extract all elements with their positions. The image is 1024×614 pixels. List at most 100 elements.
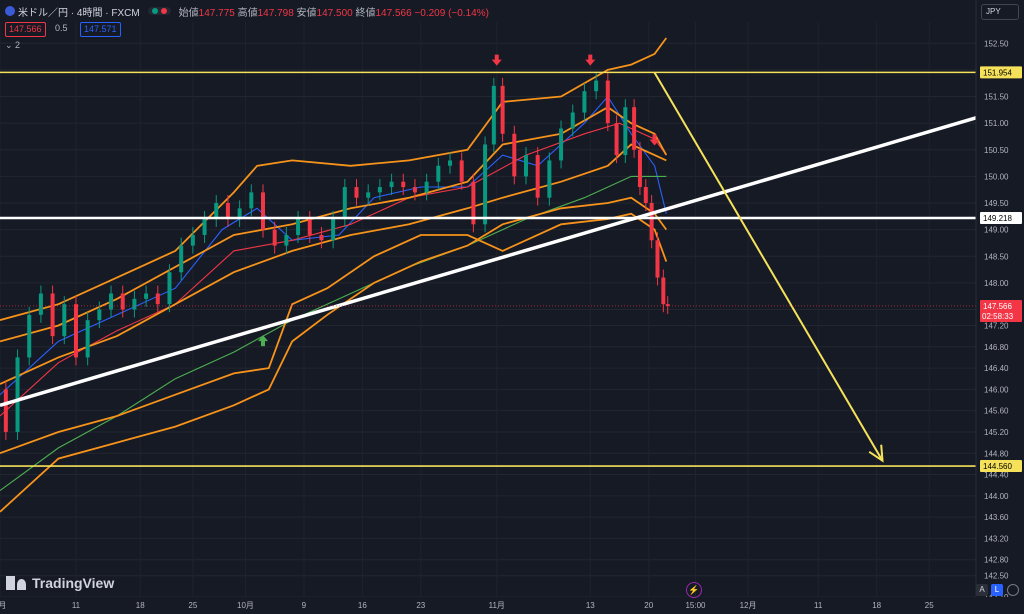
candle-body xyxy=(3,389,8,432)
sell-price-button[interactable]: 147.566 xyxy=(5,22,46,37)
price-tick-label: 152.50 xyxy=(984,39,1009,48)
time-tick-label: 15:00 xyxy=(685,601,706,610)
tradingview-wordmark: TradingView xyxy=(32,575,115,591)
time-tick-label: 9月 xyxy=(0,601,6,610)
level-price-label: 149.218 xyxy=(983,214,1012,223)
price-tick-label: 146.00 xyxy=(984,385,1009,394)
candle-body xyxy=(632,107,637,150)
candle-body xyxy=(62,304,67,337)
time-tick-label: 25 xyxy=(188,601,197,610)
price-tick-label: 144.80 xyxy=(984,449,1009,458)
gear-icon[interactable] xyxy=(1007,584,1019,596)
candle-body xyxy=(38,293,43,315)
price-tick-label: 148.00 xyxy=(984,279,1009,288)
candle-body xyxy=(594,80,599,92)
candle-body xyxy=(389,181,394,188)
lightning-icon[interactable]: ⚡ xyxy=(686,582,702,598)
candle-body xyxy=(491,85,496,145)
candle-body xyxy=(27,314,32,358)
candle-body xyxy=(73,304,78,358)
open-label: 始値 xyxy=(178,7,199,19)
indicator-lines xyxy=(0,37,668,513)
price-tick-label: 147.20 xyxy=(984,321,1009,330)
candle-body xyxy=(307,218,312,235)
ohlc-values: 始値147.775 高値147.798 安値147.500 終値147.566 … xyxy=(179,4,489,19)
candle-body xyxy=(582,91,587,113)
time-tick-label: 13 xyxy=(586,601,595,610)
candle-body xyxy=(155,293,160,305)
price-tick-label: 149.50 xyxy=(984,199,1009,208)
currency-selector[interactable]: JPY xyxy=(981,4,1019,20)
auto-scale-button[interactable]: A xyxy=(976,584,988,596)
legend-header: 米ドル／円 · 4時間 · FXCM 始値147.775 高値147.798 安… xyxy=(0,0,489,22)
price-tick-label: 146.40 xyxy=(984,364,1009,373)
candle-body xyxy=(50,293,55,337)
indicators-toggle[interactable]: ⌄ 2 xyxy=(5,40,21,50)
price-tick-label: 145.20 xyxy=(984,428,1009,437)
close-label: 終値 xyxy=(355,7,376,19)
price-tick-label: 142.50 xyxy=(984,572,1009,581)
market-status-icons[interactable] xyxy=(147,7,171,15)
high-value: 147.798 xyxy=(257,7,294,19)
price-tick-label: 151.00 xyxy=(984,119,1009,128)
candle-body xyxy=(665,304,670,306)
tradingview-logo: TradingView xyxy=(6,575,114,591)
buy-price-button[interactable]: 147.571 xyxy=(80,22,121,37)
signal-markers xyxy=(257,54,660,347)
indicator-line xyxy=(0,37,668,321)
level-price-label: 151.954 xyxy=(983,68,1012,77)
time-tick-label: 23 xyxy=(416,601,425,610)
candle-body xyxy=(366,192,371,198)
buy-signal-arrow-icon xyxy=(257,335,268,347)
time-tick-label: 18 xyxy=(136,601,145,610)
time-tick-label: 20 xyxy=(644,601,653,610)
candle-body xyxy=(120,293,125,310)
time-tick-label: 10月 xyxy=(237,601,254,610)
time-tick-label: 18 xyxy=(872,601,881,610)
time-tick-label: 12月 xyxy=(740,601,757,610)
candle-body xyxy=(655,240,660,278)
usd-jpy-flag-icon xyxy=(5,6,15,16)
symbol-title[interactable]: 米ドル／円 · 4時間 · FXCM xyxy=(18,7,140,19)
price-tick-label: 150.50 xyxy=(984,146,1009,155)
spread-value: 0.5 xyxy=(55,23,68,33)
candle-body xyxy=(144,293,149,299)
candle-body xyxy=(401,181,406,188)
time-tick-label: 11月 xyxy=(489,601,505,610)
candle-body xyxy=(249,192,254,209)
projection-arrowhead xyxy=(868,444,884,463)
time-tick-label: 11 xyxy=(814,601,823,610)
high-label: 高値 xyxy=(237,7,258,19)
candle-body xyxy=(483,144,488,225)
candle-body xyxy=(535,155,540,198)
projection-arrow-line xyxy=(653,72,884,462)
current-price-badge xyxy=(980,299,1022,322)
level-price-badge xyxy=(980,212,1022,225)
log-scale-button[interactable]: L xyxy=(991,584,1003,596)
candle-body xyxy=(559,128,564,161)
price-tick-label: 148.50 xyxy=(984,252,1009,261)
price-series xyxy=(3,72,670,440)
indicator-line xyxy=(0,212,668,455)
price-tick-label: 142.80 xyxy=(984,556,1009,565)
indicator-line xyxy=(0,143,667,385)
candle-body xyxy=(661,277,666,305)
candle-body xyxy=(637,149,642,188)
price-tick-label: 143.60 xyxy=(984,513,1009,522)
candle-body xyxy=(272,229,277,246)
price-tick-label: 150.00 xyxy=(984,172,1009,181)
candle-body xyxy=(547,160,552,198)
bar-countdown-label: 02:58:33 xyxy=(982,312,1014,321)
candle-body xyxy=(605,80,610,124)
candle-body xyxy=(448,160,453,166)
candle-body xyxy=(167,272,172,305)
support-trendline xyxy=(0,116,977,408)
candle-body xyxy=(15,357,20,432)
candle-body xyxy=(319,234,324,241)
price-scale: 152.50152.00151.50151.00150.50150.00149.… xyxy=(975,0,1022,614)
current-price-label: 147.566 xyxy=(983,302,1012,311)
candle-body xyxy=(570,112,575,129)
sell-signal-arrow-icon xyxy=(491,54,502,66)
candle-body xyxy=(614,123,619,156)
